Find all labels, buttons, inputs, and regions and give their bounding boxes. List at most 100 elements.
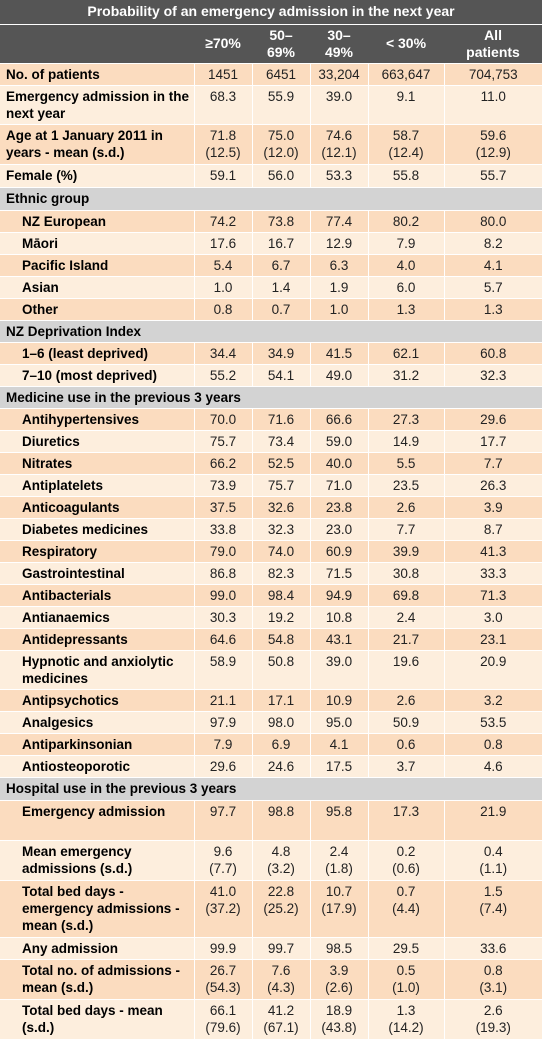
- cell-value: 74.6: [311, 127, 368, 144]
- cell-value: 55.9: [253, 88, 310, 105]
- table-cell: 10.8: [310, 606, 368, 628]
- table-cell: 99.0: [194, 584, 252, 606]
- table-cell: 0.7: [252, 298, 310, 320]
- table-cell: 23.0: [310, 518, 368, 540]
- cell-value: 17.1: [253, 692, 310, 709]
- table-cell: 98.5: [310, 937, 368, 959]
- table-cell: 49.0: [310, 364, 368, 386]
- cell-value: 55.2: [195, 367, 252, 384]
- table-cell: 2.6: [368, 689, 444, 711]
- cell-value: (19.3): [445, 1019, 542, 1036]
- cell-value: 29.5: [369, 940, 444, 957]
- table-cell: 73.8: [252, 210, 310, 232]
- cell-value: 41.2: [253, 1002, 310, 1019]
- cell-value: 7.9: [195, 736, 252, 753]
- table-row: Total bed days - emergency admissions - …: [0, 880, 542, 937]
- table-cell: 3.0: [444, 606, 542, 628]
- cell-value: 19.6: [369, 653, 444, 670]
- table-cell: 6.3: [310, 254, 368, 276]
- table-cell: 4.8(3.2): [252, 840, 310, 880]
- cell-value: 73.8: [253, 213, 310, 230]
- cell-value: 23.5: [369, 477, 444, 494]
- cell-value: 17.6: [195, 235, 252, 252]
- table-cell: 32.3: [252, 518, 310, 540]
- cell-value: 2.4: [369, 609, 444, 626]
- cell-value: (54.3): [195, 979, 252, 996]
- table-cell: 41.2(67.1): [252, 999, 310, 1039]
- table-cell: 9.6(7.7): [194, 840, 252, 880]
- row-label: Diabetes medicines: [0, 518, 194, 540]
- table-cell: 29.6: [444, 408, 542, 430]
- cell-value: (17.9): [311, 900, 368, 917]
- column-header-text: ≥70%: [194, 35, 252, 52]
- table-cell: 53.5: [444, 711, 542, 733]
- cell-value: 3.9: [311, 962, 368, 979]
- table-cell: 10.9: [310, 689, 368, 711]
- cell-value: (0.6): [369, 860, 444, 877]
- cell-value: 39.0: [311, 88, 368, 105]
- table-cell: 30.3: [194, 606, 252, 628]
- table-cell: 33.8: [194, 518, 252, 540]
- row-label: Any admission: [0, 937, 194, 959]
- table-cell: 98.0: [252, 711, 310, 733]
- cell-value: 82.3: [253, 565, 310, 582]
- table-cell: 80.0: [444, 210, 542, 232]
- cell-value: 5.5: [369, 455, 444, 472]
- cell-value: 41.3: [445, 543, 542, 560]
- table-cell: 54.1: [252, 364, 310, 386]
- table-cell: 7.7: [444, 452, 542, 474]
- table-cell: 1451: [194, 63, 252, 85]
- column-header: 30–49%: [310, 24, 368, 63]
- cell-value: 21.7: [369, 631, 444, 648]
- column-header-text: All: [444, 27, 542, 44]
- row-label: Total bed days - mean (s.d.): [0, 999, 194, 1039]
- cell-value: 74.0: [253, 543, 310, 560]
- row-label: Diuretics: [0, 430, 194, 452]
- table-cell: 0.4(1.1): [444, 840, 542, 880]
- cell-value: 74.2: [195, 213, 252, 230]
- row-label: 7–10 (most deprived): [0, 364, 194, 386]
- table-cell: 0.8(3.1): [444, 959, 542, 999]
- cell-value: 33.3: [445, 565, 542, 582]
- cell-value: 34.9: [253, 345, 310, 362]
- cell-value: 0.8: [445, 962, 542, 979]
- table-cell: 17.6: [194, 232, 252, 254]
- table-cell: 69.8: [368, 584, 444, 606]
- cell-value: 70.0: [195, 411, 252, 428]
- cell-value: 54.1: [253, 367, 310, 384]
- table-cell: 7.6(4.3): [252, 959, 310, 999]
- cell-value: 14.9: [369, 433, 444, 450]
- cell-value: 71.5: [311, 565, 368, 582]
- table-cell: 66.2: [194, 452, 252, 474]
- cell-value: 5.4: [195, 257, 252, 274]
- table-cell: 33.6: [444, 937, 542, 959]
- table-cell: 50.8: [252, 650, 310, 689]
- row-label: Pacific Island: [0, 254, 194, 276]
- column-header-text: 50–: [252, 27, 310, 44]
- table-cell: 99.9: [194, 937, 252, 959]
- table-cell: 4.1: [310, 733, 368, 755]
- table-cell: 4.1: [444, 254, 542, 276]
- cell-value: 50.8: [253, 653, 310, 670]
- table-cell: 19.2: [252, 606, 310, 628]
- table-cell: 98.8: [252, 800, 310, 840]
- cell-value: 95.8: [311, 803, 368, 820]
- cell-value: 23.0: [311, 521, 368, 538]
- table-cell: 55.8: [368, 164, 444, 187]
- row-label: Antiosteoporotic: [0, 755, 194, 777]
- cell-value: 29.6: [195, 758, 252, 775]
- cell-value: 0.7: [369, 883, 444, 900]
- row-label: Antihypertensives: [0, 408, 194, 430]
- cell-value: 0.4: [445, 843, 542, 860]
- column-header: < 30%: [368, 24, 444, 63]
- table-cell: 3.9: [444, 496, 542, 518]
- cell-value: 60.9: [311, 543, 368, 560]
- row-label: Other: [0, 298, 194, 320]
